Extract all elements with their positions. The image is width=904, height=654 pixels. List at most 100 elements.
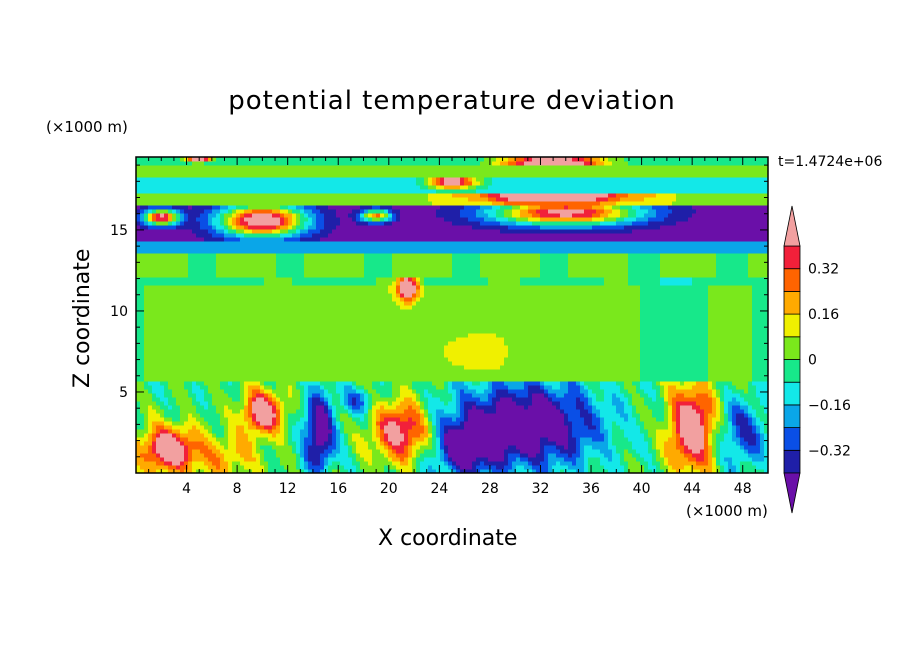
contour-cell (424, 177, 429, 182)
contour-cell (324, 221, 341, 226)
contour-cell (496, 333, 641, 338)
contour-cell (408, 429, 425, 434)
contour-cell (556, 461, 561, 466)
contour-cell (348, 437, 353, 442)
contour-cell (296, 217, 301, 222)
contour-cell (184, 385, 193, 390)
contour-cell (356, 469, 365, 473)
contour-cell (136, 229, 193, 234)
contour-cell (480, 469, 493, 473)
contour-cell (252, 417, 257, 422)
contour-cell (736, 465, 741, 470)
contour-cell (400, 393, 417, 398)
contour-cell (664, 461, 669, 466)
contour-cell (592, 389, 605, 394)
colorbar-band (783, 427, 801, 451)
contour-cell (716, 433, 725, 438)
contour-cell (692, 205, 768, 210)
contour-cell (236, 441, 253, 446)
contour-cell (240, 461, 261, 466)
contour-cell (260, 453, 265, 458)
contour-cell (144, 357, 449, 362)
contour-cell (248, 205, 281, 210)
contour-cell (148, 213, 153, 218)
contour-cell (220, 381, 229, 386)
contour-cell (292, 429, 301, 434)
contour-cell (172, 421, 185, 426)
contour-cell (500, 221, 517, 226)
contour-cell (148, 409, 157, 414)
contour-cell (412, 465, 417, 470)
contour-cell (532, 401, 553, 406)
contour-cell (304, 465, 309, 470)
x-tick-label: 24 (430, 481, 448, 497)
contour-cell (756, 413, 768, 418)
contour-cell (436, 409, 445, 414)
contour-cell (452, 253, 481, 258)
contour-cell (496, 217, 509, 222)
contour-cell (460, 401, 465, 406)
contour-cell (304, 253, 365, 258)
contour-cell (280, 209, 289, 214)
contour-cell (136, 209, 141, 214)
contour-cell (204, 425, 213, 430)
contour-cell (764, 425, 768, 430)
contour-cell (588, 389, 593, 394)
contour-cell (708, 393, 713, 398)
contour-cell (308, 421, 313, 426)
contour-cell (420, 285, 425, 290)
contour-cell (412, 425, 425, 430)
contour-cell (260, 381, 265, 386)
contour-cell (600, 409, 617, 414)
contour-cell (624, 469, 629, 473)
contour-cell (392, 209, 401, 214)
contour-cell (444, 409, 457, 414)
contour-cell (260, 421, 273, 426)
contour-cell (688, 445, 705, 450)
contour-cell (200, 413, 221, 418)
contour-cell (360, 213, 365, 218)
contour-cell (300, 389, 305, 394)
contour-cell (704, 437, 709, 442)
contour-cell (668, 401, 673, 406)
contour-cell (508, 349, 641, 354)
contour-cell (692, 465, 713, 470)
contour-cell (592, 413, 597, 418)
contour-cell (544, 385, 553, 390)
contour-cell (708, 353, 753, 358)
time-label: t=1.4724e+06 (778, 154, 883, 170)
contour-cell (256, 413, 277, 418)
contour-cell (476, 465, 497, 470)
contour-cell (288, 417, 301, 422)
contour-cell (344, 397, 349, 402)
contour-cell (248, 397, 253, 402)
contour-cell (732, 409, 745, 414)
contour-cell (136, 297, 145, 302)
contour-cell (584, 449, 601, 454)
contour-cell (728, 413, 733, 418)
contour-cell (640, 429, 649, 434)
contour-cell (288, 229, 297, 234)
contour-cell (400, 213, 437, 218)
contour-cell (228, 405, 245, 410)
contour-cell (348, 433, 353, 438)
contour-cell (308, 469, 313, 473)
contour-cell (656, 397, 665, 402)
x-tick-label: 20 (380, 481, 398, 497)
contour-cell (136, 193, 429, 198)
contour-cell (436, 417, 441, 422)
contour-cell (196, 397, 205, 402)
contour-cell (176, 433, 181, 438)
contour-cell (616, 421, 637, 426)
contour-cell (568, 453, 573, 458)
contour-cell (208, 445, 217, 450)
contour-cell (460, 185, 469, 190)
contour-cell (528, 405, 557, 410)
contour-cell (400, 285, 417, 290)
contour-cell (216, 253, 277, 258)
contour-cell (412, 305, 641, 310)
contour-cell (376, 389, 393, 394)
contour-cell (548, 453, 557, 458)
contour-cell (300, 453, 305, 458)
contour-cell (456, 417, 465, 422)
